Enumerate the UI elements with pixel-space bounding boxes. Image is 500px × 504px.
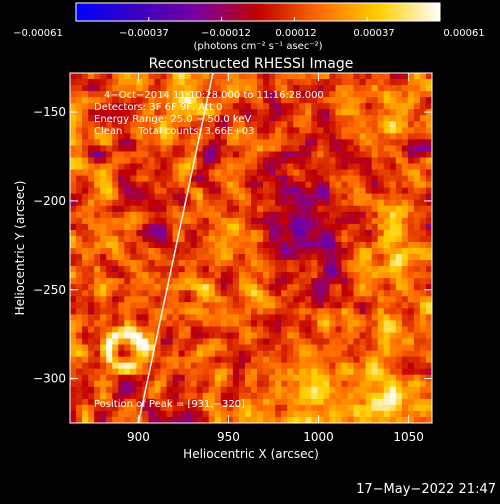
x-tick-label: 1000 xyxy=(303,430,334,444)
solar-limb-line xyxy=(137,73,214,423)
x-tick-label: 950 xyxy=(217,430,240,444)
y-tick-label: −300 xyxy=(33,372,66,386)
y-axis: −150 −200 −250 −300 xyxy=(33,105,432,386)
colorbar xyxy=(75,2,441,22)
colorbar-tick-label: −0.00012 xyxy=(201,28,251,39)
annotation-energy-range: Energy Range: 25.0 − 50.0 keV xyxy=(94,114,251,125)
colorbar-units: (photons cm⁻² s⁻¹ asec⁻²) xyxy=(193,41,322,52)
y-axis-label: Heliocentric Y (arcsec) xyxy=(13,181,27,316)
colorbar-tick-label: 0.00012 xyxy=(275,28,316,39)
x-tick-label: 1050 xyxy=(393,430,424,444)
annotation-detectors: Detectors: 3F 6F 9F, Att 0 xyxy=(94,102,222,113)
colorbar-tick-label: 0.00037 xyxy=(353,28,394,39)
colorbar-tick-label: 0.00061 xyxy=(443,28,484,39)
annotation-time-range: 4−Oct−2014 11:10:28.000 to 11:16:28.000 xyxy=(104,90,324,101)
heatmap-cells xyxy=(70,73,432,423)
render-timestamp: 17−May−2022 21:47 xyxy=(356,482,496,497)
y-tick-label: −250 xyxy=(33,283,66,297)
colorbar-tick-label: −0.00037 xyxy=(119,28,169,39)
x-axis: 900 950 1000 1050 xyxy=(127,73,424,444)
x-tick-label: 900 xyxy=(127,430,150,444)
colorbar-ticks: −0.00061 −0.00037 −0.00012 0.00012 0.00037 0.… xyxy=(13,17,485,39)
y-tick-label: −150 xyxy=(33,105,66,119)
peak-position-label: Position of Peak = [931,−320] xyxy=(94,399,245,410)
plot-frame xyxy=(69,72,433,424)
chart-title: Reconstructed RHESSI Image xyxy=(149,56,354,72)
annotation-clean-counts: Clean Total counts: 3.66E+03 xyxy=(94,126,254,137)
colorbar-tick-label: −0.00061 xyxy=(13,28,63,39)
x-axis-label: Heliocentric X (arcsec) xyxy=(183,447,319,461)
y-tick-label: −200 xyxy=(33,194,66,208)
